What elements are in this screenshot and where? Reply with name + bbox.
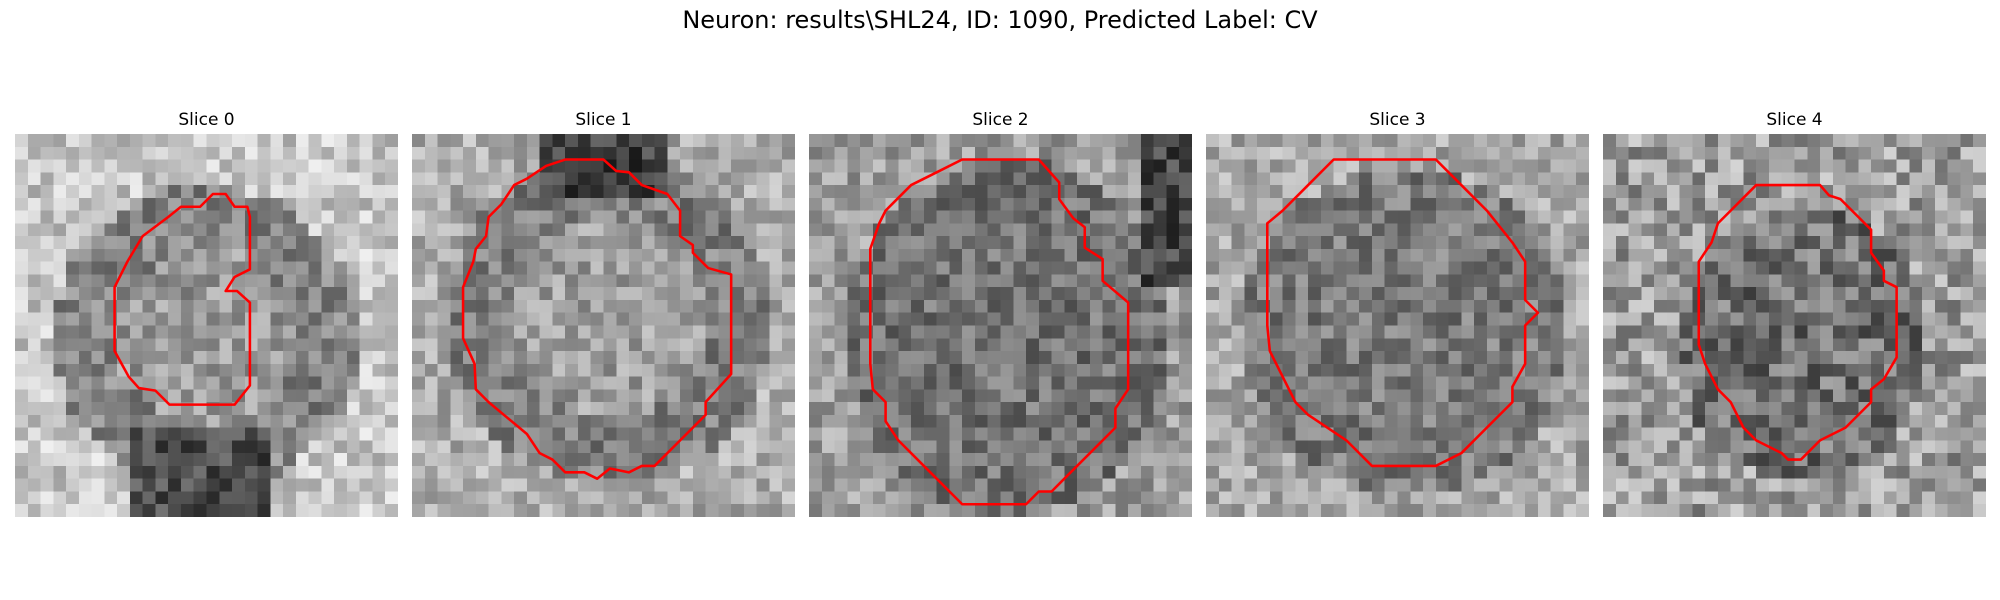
roi-contour [113, 192, 252, 406]
slice-title: Slice 1 [575, 110, 632, 130]
pixel-grid [1603, 134, 1986, 517]
slice-panel-3: Slice 3 [1206, 108, 1589, 517]
pixel-grid [809, 134, 1192, 517]
roi-contour [1266, 158, 1540, 468]
slice-image-1 [412, 134, 795, 517]
slice-svg [1603, 134, 1986, 517]
slice-title: Slice 0 [178, 110, 235, 130]
figure-title: Neuron: results\SHL24, ID: 1090, Predict… [682, 6, 1318, 34]
roi-contour [461, 158, 733, 480]
slice-image-3 [1206, 134, 1589, 517]
slice-svg [15, 134, 398, 517]
pixel-grid [1206, 134, 1589, 517]
slice-panel-0: Slice 0 [15, 108, 398, 517]
pixel-grid [15, 134, 398, 517]
slice-title: Slice 2 [972, 110, 1029, 130]
slice-image-0 [15, 134, 398, 517]
slice-image-2 [809, 134, 1192, 517]
slice-title: Slice 3 [1369, 110, 1426, 130]
slice-panel-2: Slice 2 [809, 108, 1192, 517]
slice-panel-4: Slice 4 [1603, 108, 1986, 517]
slice-svg [1206, 134, 1589, 517]
slice-panel-1: Slice 1 [412, 108, 795, 517]
pixel-grid [412, 134, 795, 517]
slice-svg [412, 134, 795, 517]
roi-contour [869, 158, 1130, 506]
roi-contour [1697, 183, 1898, 461]
slice-title: Slice 4 [1766, 110, 1823, 130]
slice-image-4 [1603, 134, 1986, 517]
slice-svg [809, 134, 1192, 517]
